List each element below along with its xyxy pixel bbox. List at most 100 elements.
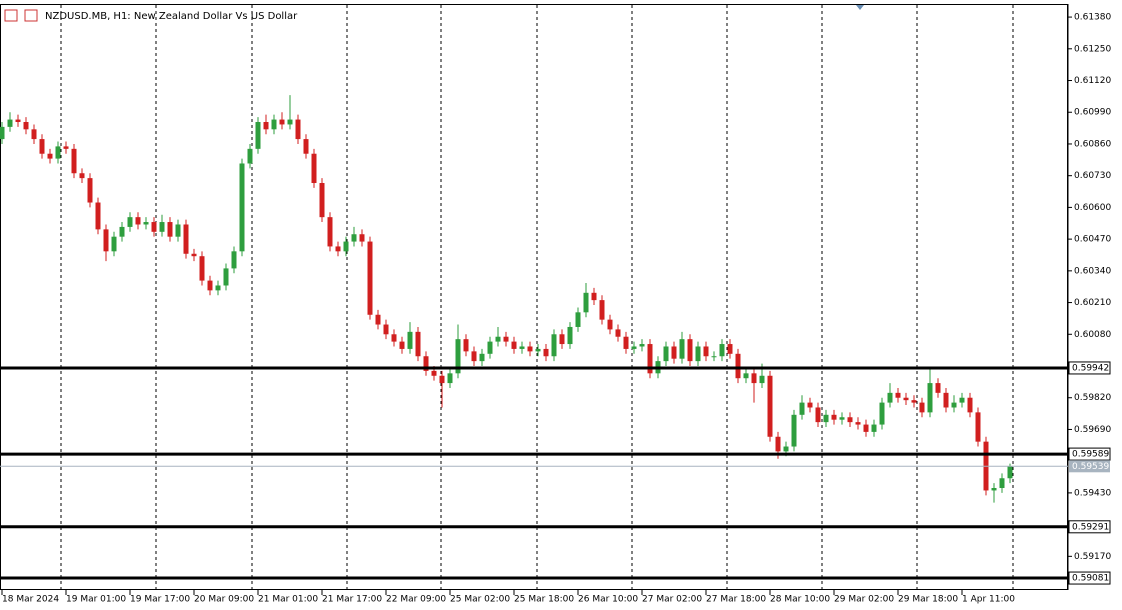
y-tick-label: 0.61250: [1074, 44, 1111, 54]
candle-body: [335, 246, 341, 252]
candle-body: [55, 146, 61, 159]
candle-body: [511, 341, 517, 349]
candle-body: [535, 348, 541, 352]
x-tick-label: 27 Mar 18:00: [706, 595, 766, 605]
candle-body: [903, 397, 909, 401]
candle-body: [839, 417, 845, 420]
candle-body: [159, 222, 165, 232]
candle-body: [191, 253, 197, 257]
candle-body: [991, 488, 997, 491]
candle-body: [495, 336, 501, 342]
candle-body: [703, 346, 709, 357]
y-tick-label: 0.60990: [1074, 108, 1111, 118]
candle-body: [567, 326, 573, 345]
candle-body: [775, 436, 781, 452]
chart-title: NZDUSD.MB, H1: New Zealand Dollar Vs US …: [45, 11, 298, 22]
candle-body: [679, 339, 685, 359]
candle-body: [767, 375, 773, 437]
candle-body: [439, 375, 445, 384]
candle-body: [607, 319, 613, 330]
candle-body: [895, 392, 901, 398]
candle-body: [863, 424, 869, 432]
candle-body: [559, 334, 565, 345]
candle-body: [375, 314, 381, 325]
level-label: 0.59291: [1072, 522, 1109, 532]
day-separators: [60, 5, 1014, 589]
candle-body: [719, 344, 725, 357]
candle-body: [759, 375, 765, 384]
candle-body: [927, 383, 933, 413]
candle-body: [383, 324, 389, 335]
candle-body: [967, 397, 973, 413]
level-label-box: [1068, 571, 1111, 585]
candle-body: [591, 292, 597, 301]
candle-body: [79, 173, 85, 179]
x-tick-label: 19 Mar 17:00: [130, 595, 190, 605]
candle-body: [111, 236, 117, 252]
candle-body: [503, 336, 509, 342]
candle-body: [911, 400, 917, 403]
candle-body: [623, 336, 629, 349]
x-tick-label: 28 Mar 10:00: [770, 595, 830, 605]
candle-body: [47, 153, 53, 159]
x-tick-label: 19 Mar 01:00: [66, 595, 126, 605]
candle-body: [695, 346, 701, 362]
candle-body: [519, 346, 525, 349]
candle-body: [551, 334, 557, 357]
candle-body: [255, 122, 261, 149]
chart-icon[interactable]: [24, 9, 38, 22]
candle-body: [0, 126, 5, 140]
candle-body: [367, 241, 373, 315]
candle-body: [999, 478, 1005, 489]
candle-body: [15, 119, 21, 123]
candle-body: [199, 256, 205, 281]
candle-body: [887, 392, 893, 403]
candle-body: [239, 163, 245, 252]
y-tick-label: 0.61380: [1074, 13, 1111, 23]
y-tick-label: 0.60210: [1074, 298, 1111, 308]
candle-body: [543, 348, 549, 357]
y-tick-label: 0.59430: [1074, 488, 1111, 498]
candle-body: [311, 153, 317, 184]
candle-body: [135, 217, 141, 225]
x-tick-label: 22 Mar 09:00: [386, 595, 446, 605]
y-tick-label: 0.59170: [1074, 552, 1111, 562]
candle-body: [975, 412, 981, 442]
y-tick-label: 0.59690: [1074, 425, 1111, 435]
level-label: 0.59081: [1072, 574, 1109, 584]
candle-body: [87, 178, 93, 203]
candle-body: [263, 122, 269, 130]
candle-body: [223, 268, 229, 286]
candle-body: [343, 241, 349, 252]
candle-body: [919, 402, 925, 413]
candle-body: [415, 331, 421, 357]
candle-body: [447, 373, 453, 384]
candle-body: [487, 341, 493, 354]
candle-body: [327, 217, 333, 247]
candle-body: [639, 344, 645, 347]
x-tick-label: 25 Mar 18:00: [514, 595, 574, 605]
level-label-box: [1068, 361, 1111, 375]
y-tick-label: 0.60080: [1074, 330, 1111, 340]
candle-body: [287, 119, 293, 125]
candle-body: [151, 222, 157, 232]
candle-body: [247, 148, 253, 164]
menu-icon[interactable]: [4, 9, 18, 22]
candle-body: [103, 229, 109, 252]
candle-body: [815, 407, 821, 423]
candle-body: [319, 183, 325, 218]
candle-body: [351, 234, 357, 242]
y-tick-label: 0.61120: [1074, 76, 1111, 86]
candle-body: [231, 251, 237, 269]
candle-body: [855, 422, 861, 425]
candle-body: [711, 356, 717, 358]
level-label-box: [1068, 447, 1111, 461]
candle-body: [39, 139, 45, 154]
candle-body: [807, 402, 813, 408]
candle-body: [71, 148, 77, 174]
x-tick-label: 21 Mar 17:00: [322, 595, 382, 605]
candle-body: [295, 119, 301, 140]
candle-body: [727, 344, 733, 354]
candle-body: [527, 346, 533, 352]
